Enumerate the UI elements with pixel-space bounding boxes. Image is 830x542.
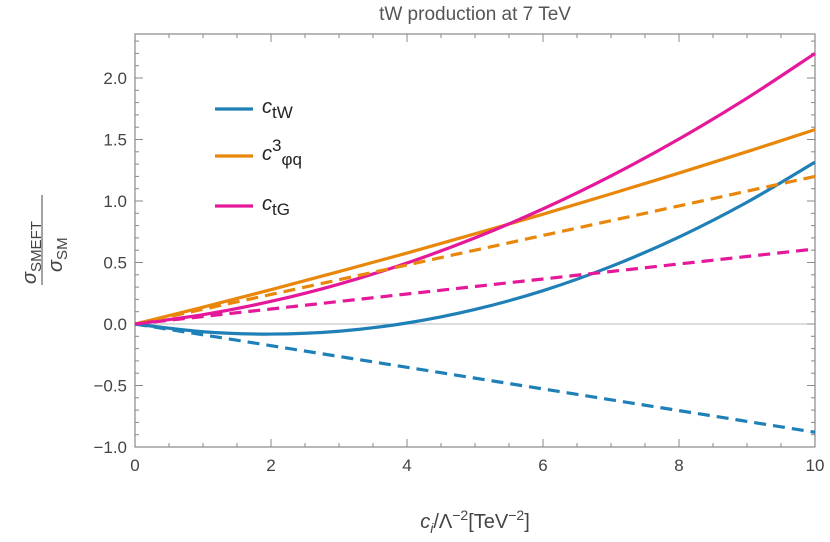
x-axis-label: ci/Λ−2[TeV−2] (420, 507, 530, 536)
x-tick-label: 2 (266, 456, 275, 475)
series-4-dashed-line (134, 174, 816, 326)
x-tick-label: 6 (538, 456, 547, 475)
x-tick-label: 4 (402, 456, 411, 475)
ctG-solid-line (134, 52, 816, 326)
y-tick-label: 1.5 (103, 131, 127, 150)
y-axis-label: σSMEFT σSM (19, 195, 71, 285)
legend-label: ctG (262, 193, 290, 219)
y-tick-label: 2.0 (103, 69, 127, 88)
plot-frame (134, 33, 816, 448)
y-label-denominator: σSM (45, 237, 71, 272)
legend: ctW c3φq ctG (215, 96, 302, 219)
x-tick-label: 0 (130, 456, 139, 475)
series-3-dashed-line (134, 322, 816, 434)
legend-label: ctW (262, 96, 293, 122)
y-tick-label: 1.0 (103, 192, 127, 211)
x-tick-label: 8 (674, 456, 683, 475)
x-tick-label: 10 (806, 456, 825, 475)
y-label-numerator: σSMEFT (19, 221, 45, 284)
y-tick-label: −0.5 (93, 377, 127, 396)
legend-label: c3φq (262, 136, 302, 169)
series-lines (134, 52, 816, 434)
series-5-dashed-line (134, 247, 816, 326)
y-tick-label: −1.0 (93, 438, 127, 457)
ctW-solid-line (134, 160, 816, 336)
axes: 0 2 4 6 8 10 −1.0 −0.5 0.0 0.5 1.0 1.5 2.0 (93, 33, 825, 475)
chart-title: tW production at 7 TeV (379, 4, 571, 25)
y-tick-label: 0.0 (103, 315, 127, 334)
y-tick-label: 0.5 (103, 254, 127, 273)
c3φq-solid-line (134, 128, 816, 326)
